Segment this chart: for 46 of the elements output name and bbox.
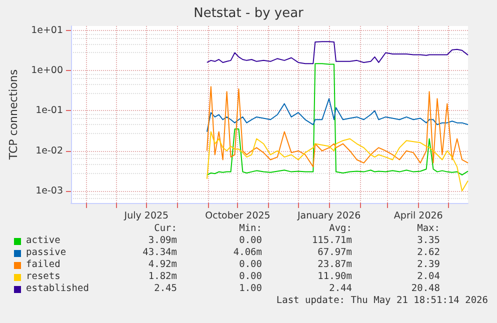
text: 3.09m bbox=[147, 235, 177, 246]
text: 20.48 bbox=[410, 283, 440, 294]
x-tick-label: October 2025 bbox=[205, 210, 270, 222]
text: 0.00 bbox=[238, 235, 262, 246]
text: Avg: bbox=[328, 223, 352, 234]
legend-label: passive bbox=[26, 247, 66, 258]
y-tick-label: 1e+01 bbox=[31, 25, 63, 36]
text: 0.00 bbox=[238, 271, 262, 282]
text: Max: bbox=[416, 223, 440, 234]
text: 115.71m bbox=[310, 235, 352, 246]
text: 2.04 bbox=[416, 271, 440, 282]
text: 4.06m bbox=[232, 247, 262, 258]
text: Last update: Thu May 21 18:51:14 2026 bbox=[275, 295, 488, 306]
legend-label: failed bbox=[26, 259, 60, 270]
text: 67.97m bbox=[316, 247, 352, 258]
chart-title: Netstat - by year bbox=[194, 6, 304, 21]
line-series bbox=[206, 41, 468, 64]
legend-label: established bbox=[26, 283, 89, 294]
x-tick-label: January 2026 bbox=[296, 210, 361, 222]
y-tick-label: 1e+00 bbox=[31, 65, 63, 76]
y-tick-label: 1e-01 bbox=[36, 105, 63, 116]
text: 43.34m bbox=[142, 247, 177, 258]
text: Cur: bbox=[153, 223, 177, 234]
x-tick-label: July 2025 bbox=[123, 210, 169, 222]
x-tick-label: April 2026 bbox=[394, 210, 443, 222]
text: 2.39 bbox=[416, 259, 440, 270]
text: Min: bbox=[238, 223, 262, 234]
text: 1.00 bbox=[238, 283, 262, 294]
line-series bbox=[206, 86, 468, 168]
text: 2.45 bbox=[153, 283, 177, 294]
y-tick-label: 1e-02 bbox=[36, 145, 63, 156]
y-axis-title: TCP connections bbox=[7, 69, 20, 161]
text: 0.00 bbox=[238, 259, 262, 270]
text: 1.82m bbox=[147, 271, 177, 282]
text: 23.87m bbox=[316, 259, 352, 270]
text: 3.35 bbox=[416, 235, 440, 246]
line-series bbox=[206, 63, 468, 176]
legend-label: active bbox=[26, 235, 60, 246]
y-tick-label: 1e-03 bbox=[36, 185, 63, 196]
line-series bbox=[206, 131, 468, 192]
text: 11.90m bbox=[316, 271, 352, 282]
text: 2.44 bbox=[328, 283, 352, 294]
legend-label: resets bbox=[26, 271, 60, 282]
text: 4.92m bbox=[147, 259, 177, 270]
line-series bbox=[206, 98, 468, 132]
text: 2.62 bbox=[416, 247, 440, 258]
